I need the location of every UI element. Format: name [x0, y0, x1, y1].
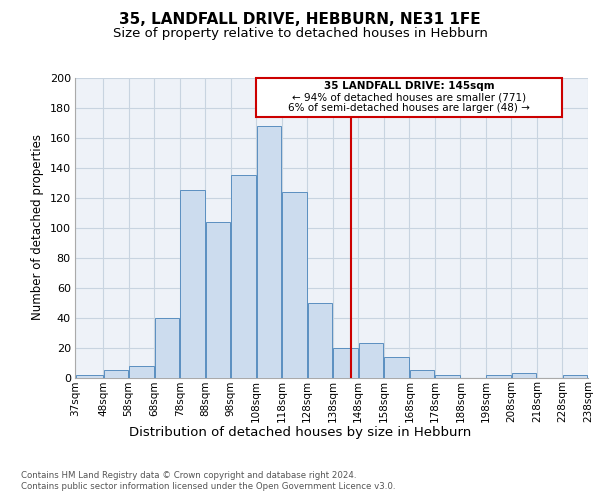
- Bar: [231, 175, 256, 378]
- Bar: [308, 302, 332, 378]
- Bar: [76, 374, 103, 378]
- Bar: [410, 370, 434, 378]
- Text: Contains public sector information licensed under the Open Government Licence v3: Contains public sector information licen…: [21, 482, 395, 491]
- Text: Contains HM Land Registry data © Crown copyright and database right 2024.: Contains HM Land Registry data © Crown c…: [21, 471, 356, 480]
- Bar: [104, 370, 128, 378]
- Text: 6% of semi-detached houses are larger (48) →: 6% of semi-detached houses are larger (4…: [289, 103, 530, 113]
- Bar: [436, 374, 460, 378]
- Bar: [257, 126, 281, 378]
- Bar: [359, 343, 383, 378]
- Y-axis label: Number of detached properties: Number of detached properties: [31, 134, 44, 320]
- Bar: [155, 318, 179, 378]
- Bar: [282, 192, 307, 378]
- Text: 35, LANDFALL DRIVE, HEBBURN, NE31 1FE: 35, LANDFALL DRIVE, HEBBURN, NE31 1FE: [119, 12, 481, 28]
- Bar: [487, 374, 511, 378]
- Bar: [512, 373, 536, 378]
- Text: 35 LANDFALL DRIVE: 145sqm: 35 LANDFALL DRIVE: 145sqm: [324, 81, 494, 91]
- Bar: [333, 348, 358, 378]
- Bar: [385, 356, 409, 378]
- Bar: [129, 366, 154, 378]
- Bar: [563, 374, 587, 378]
- Text: ← 94% of detached houses are smaller (771): ← 94% of detached houses are smaller (77…: [292, 92, 526, 102]
- Text: Size of property relative to detached houses in Hebburn: Size of property relative to detached ho…: [113, 28, 487, 40]
- Text: Distribution of detached houses by size in Hebburn: Distribution of detached houses by size …: [129, 426, 471, 439]
- Bar: [180, 190, 205, 378]
- FancyBboxPatch shape: [256, 78, 562, 116]
- Bar: [206, 222, 230, 378]
